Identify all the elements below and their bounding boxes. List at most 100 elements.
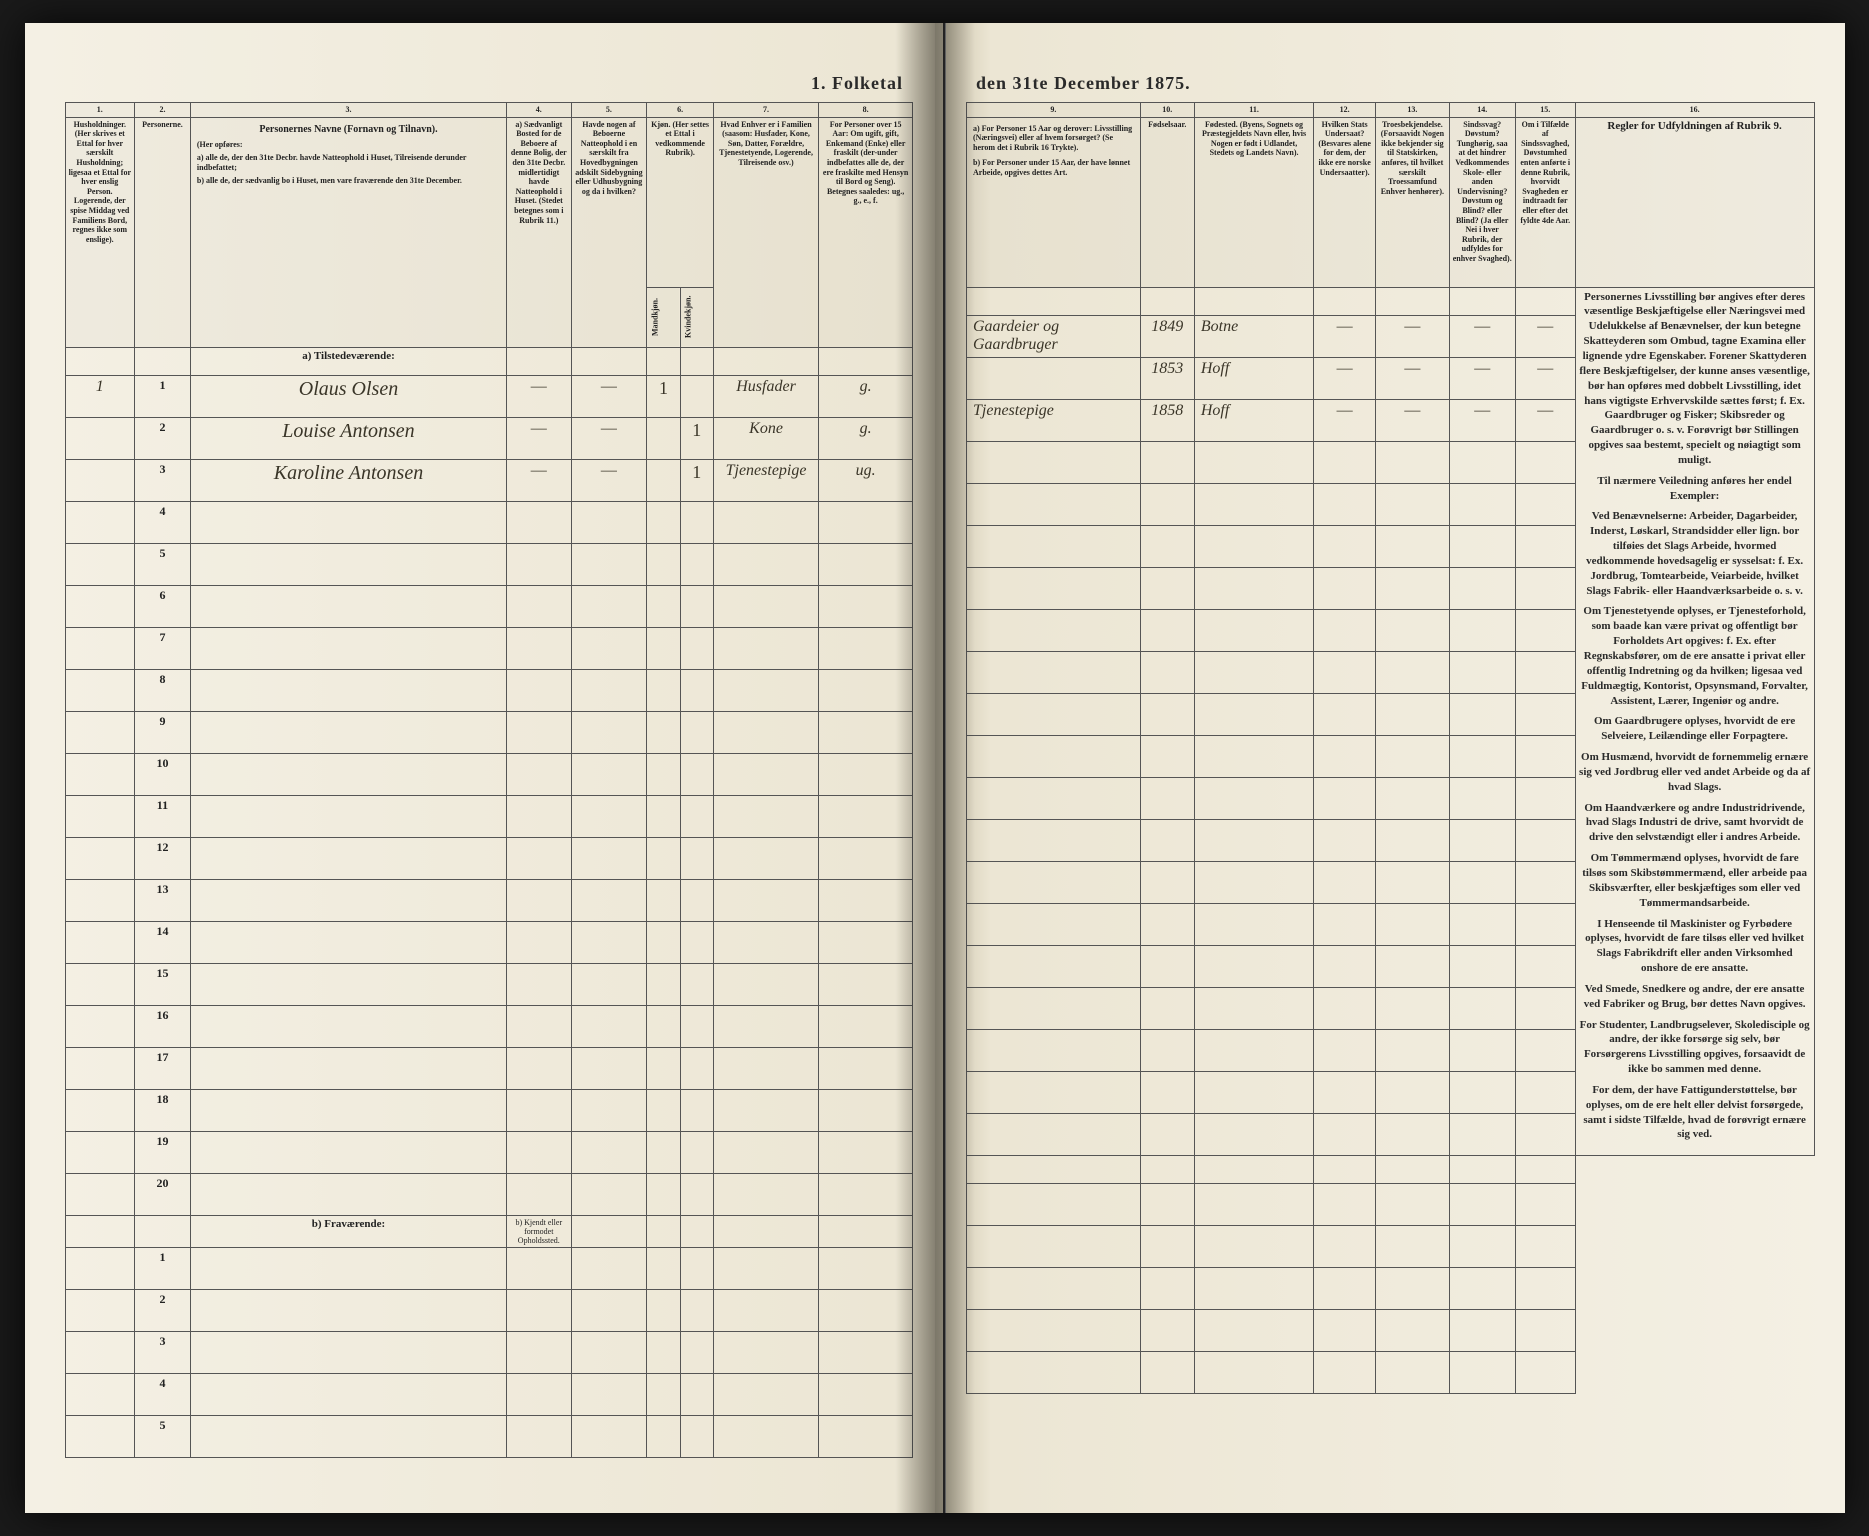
table-row: 18 — [65, 1089, 913, 1131]
header-14: Sindssvag? Døvstum? Tunghørig, saa at de… — [1449, 117, 1515, 287]
person-num: 19 — [135, 1131, 191, 1173]
person-num: 7 — [135, 627, 191, 669]
rules-paragraph: Til nærmere Veiledning anføres her endel… — [1579, 474, 1811, 504]
person-num: 9 — [135, 711, 191, 753]
relation-cell: Husfader — [713, 375, 818, 417]
header-13: Troesbekjendelse. (Forsaavidt Nogen ikke… — [1376, 117, 1450, 287]
table-row — [967, 1267, 1815, 1309]
col12-cell: — — [1314, 315, 1376, 357]
table-row: 2 Louise Antonsen — — 1 Kone g. — [65, 417, 913, 459]
col15-cell: — — [1515, 315, 1575, 357]
rules-paragraph: Om Gaardbrugere oplyses, hvorvidt de ere… — [1579, 714, 1811, 744]
col13-cell: — — [1376, 315, 1450, 357]
person-num: 3 — [135, 459, 191, 501]
col-5-num: 5. — [571, 103, 647, 118]
page-title-left: 1. Folketal — [65, 73, 914, 94]
birthplace-cell: Hoff — [1194, 357, 1313, 399]
col5-cell: — — [571, 417, 647, 459]
table-row: 5 — [65, 1415, 913, 1457]
table-row: 2 — [65, 1289, 913, 1331]
col-3-num: 3. — [190, 103, 506, 118]
table-row: 14 — [65, 921, 913, 963]
table-row: 19 — [65, 1131, 913, 1173]
table-row: 8 — [65, 669, 913, 711]
birthplace-cell: Botne — [1194, 315, 1313, 357]
col15-cell: — — [1515, 399, 1575, 441]
household-cell — [65, 417, 135, 459]
person-name: Karoline Antonsen — [190, 459, 506, 501]
table-row: 9 — [65, 711, 913, 753]
person-num: 2 — [135, 1289, 191, 1331]
person-num: 20 — [135, 1173, 191, 1215]
header-4: a) Sædvanligt Bosted for de Beboere af d… — [507, 117, 571, 347]
col-16-num: 16. — [1575, 103, 1814, 118]
table-row: 3 — [65, 1331, 913, 1373]
page-title-right: den 31te December 1875. — [966, 73, 1815, 94]
person-num: 1 — [135, 375, 191, 417]
header-5: Havde nogen af Beboerne Natteophold i en… — [571, 117, 647, 347]
person-num: 17 — [135, 1047, 191, 1089]
sex-k: 1 — [680, 417, 713, 459]
census-ledger-book: 1. Folketal 1. 2. 3. 4. 5. 6. 7. 8. Hush… — [25, 23, 1845, 1513]
ledger-table-right: 9. 10. 11. 12. 13. 14. 15. 16. a) For Pe… — [966, 102, 1815, 1394]
header-6: Kjøn. (Her settes et Ettal i vedkommende… — [647, 117, 713, 287]
section-b-header: b) Fraværende: b) Kjendt eller formodet … — [65, 1215, 913, 1247]
left-page: 1. Folketal 1. 2. 3. 4. 5. 6. 7. 8. Hush… — [25, 23, 946, 1513]
col-6-num: 6. — [647, 103, 713, 118]
table-row: 13 — [65, 879, 913, 921]
rules-paragraph: For dem, der have Fattigunderstøttelse, … — [1579, 1083, 1811, 1142]
col5-cell: — — [571, 459, 647, 501]
household-cell: 1 — [65, 375, 135, 417]
person-num: 12 — [135, 837, 191, 879]
birthyear-cell: 1849 — [1140, 315, 1194, 357]
col-14-num: 14. — [1449, 103, 1515, 118]
person-num: 3 — [135, 1331, 191, 1373]
header-15: Om i Tilfælde af Sindssvaghed, Døvstumhe… — [1515, 117, 1575, 287]
person-num: 14 — [135, 921, 191, 963]
col13-cell: — — [1376, 399, 1450, 441]
relation-cell: Tjenestepige — [713, 459, 818, 501]
household-cell — [65, 459, 135, 501]
person-num: 5 — [135, 543, 191, 585]
right-page: den 31te December 1875. 9. 10. 11. 12. 1… — [945, 23, 1845, 1513]
person-num: 11 — [135, 795, 191, 837]
person-num: 15 — [135, 963, 191, 1005]
col5-cell: — — [571, 375, 647, 417]
person-num: 16 — [135, 1005, 191, 1047]
birthyear-cell: 1853 — [1140, 357, 1194, 399]
rules-paragraph: Om Tømmermænd oplyses, hvorvidt de fare … — [1579, 851, 1811, 910]
table-row — [967, 1351, 1815, 1393]
col14-cell: — — [1449, 399, 1515, 441]
header-6m: Mandkjøn. — [647, 287, 680, 347]
occupation-cell: Gaardeier og Gaardbruger — [967, 315, 1141, 357]
person-num: 4 — [135, 1373, 191, 1415]
col-8-num: 8. — [819, 103, 913, 118]
header-11: Fødested. (Byens, Sognets og Præstegjeld… — [1194, 117, 1313, 287]
header-6k: Kvindekjøn. — [680, 287, 713, 347]
table-row: 3 Karoline Antonsen — — 1 Tjenestepige u… — [65, 459, 913, 501]
table-row: 5 — [65, 543, 913, 585]
col-10-num: 10. — [1140, 103, 1194, 118]
table-row: 11 — [65, 795, 913, 837]
col15-cell: — — [1515, 357, 1575, 399]
sex-k: 1 — [680, 459, 713, 501]
table-row — [967, 1183, 1815, 1225]
col-13-num: 13. — [1376, 103, 1450, 118]
marital-cell: g. — [819, 417, 913, 459]
person-name: Olaus Olsen — [190, 375, 506, 417]
ledger-table-left: 1. 2. 3. 4. 5. 6. 7. 8. Husholdninger. (… — [65, 102, 914, 1458]
rules-paragraph: Om Husmænd, hvorvidt de fornemmelig ernæ… — [1579, 750, 1811, 795]
table-row: 1 — [65, 1247, 913, 1289]
header-16: Regler for Udfyldningen af Rubrik 9. — [1575, 117, 1814, 287]
col-11-num: 11. — [1194, 103, 1313, 118]
table-row: 12 — [65, 837, 913, 879]
table-row — [967, 1225, 1815, 1267]
birthplace-cell: Hoff — [1194, 399, 1313, 441]
header-3: Personernes Navne (Fornavn og Tilnavn). … — [190, 117, 506, 347]
person-num: 18 — [135, 1089, 191, 1131]
occupation-cell: Tjenestepige — [967, 399, 1141, 441]
rules-paragraph: I Henseende til Maskinister og Fyrbødere… — [1579, 917, 1811, 976]
person-num: 10 — [135, 753, 191, 795]
occupation-cell — [967, 357, 1141, 399]
table-row: 20 — [65, 1173, 913, 1215]
